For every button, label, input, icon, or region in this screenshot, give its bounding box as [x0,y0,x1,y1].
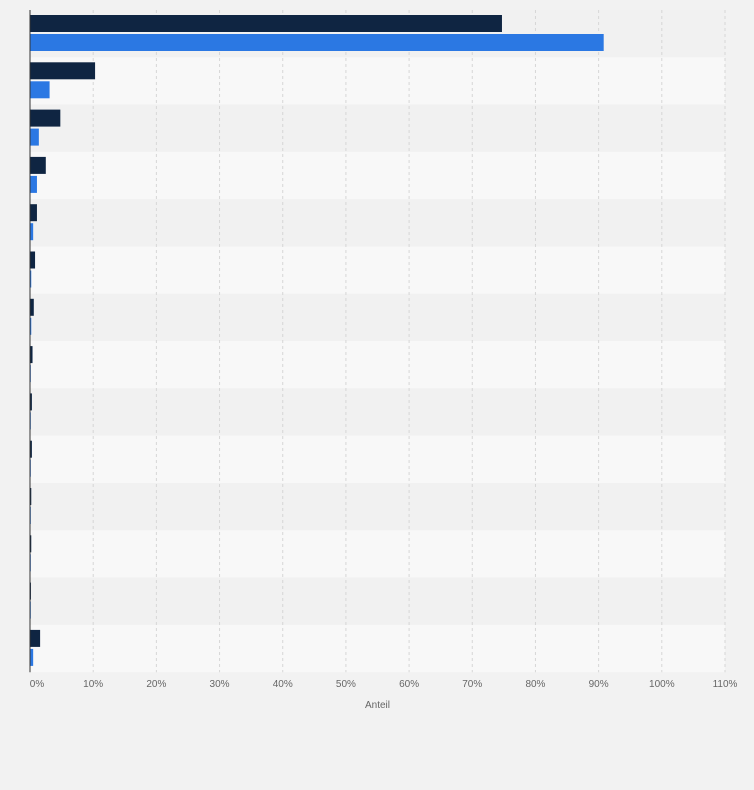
bar-series2-row2 [30,81,50,99]
x-tick-label-90: 90% [589,679,609,690]
x-tick-label-70: 70% [462,679,482,690]
row-band-2 [30,57,725,105]
bar-series2-row14 [30,648,34,666]
bar-series1-row1 [30,15,502,32]
bar-series2-row3 [30,128,39,146]
bar-series1-row10 [30,440,32,458]
bar-series2-row4 [30,175,37,193]
bar-series1-row7 [30,298,34,316]
bar-series1-row2 [30,62,96,80]
gridlines [92,10,726,673]
row-band-9 [30,388,725,436]
x-tick-label-20: 20% [146,679,166,690]
row-band-6 [30,246,725,294]
x-axis-label: Anteil [365,700,390,711]
bar-series2-row1 [30,34,604,51]
x-tick-label-60: 60% [399,679,419,690]
bar-series1-row14 [30,629,41,647]
bar-series1-row12 [30,535,32,553]
bar-series1-row8 [30,346,33,364]
x-tick-label-50: 50% [336,679,356,690]
bar-series1-row4 [30,156,46,174]
bar-series1-row6 [30,251,36,269]
row-band-13 [30,577,725,625]
row-bands [30,10,725,673]
x-tick-label-80: 80% [525,679,545,690]
bars [30,15,604,666]
row-band-11 [30,483,725,531]
row-band-3 [30,104,725,152]
bar-series1-row9 [30,393,32,411]
row-band-4 [30,151,725,200]
row-band-12 [30,530,725,578]
x-tick-label-110: 110% [713,679,738,690]
x-tick-label-30: 30% [210,679,230,690]
bar-series2-row5 [30,223,34,241]
bar-series1-row5 [30,204,37,222]
row-band-14 [30,624,725,673]
x-axis-ticks: 0% 10% 20% 30% 40% 50% 60% 70% 80% 90% 100% 110% [30,679,738,690]
row-band-8 [30,341,725,389]
bar-series2-row7 [30,317,32,335]
bar-series1-row3 [30,109,61,127]
x-tick-label-10: 10% [83,679,103,690]
x-tick-label-0: 0% [30,679,45,690]
bar-series1-row11 [30,488,32,505]
row-band-10 [30,435,725,483]
x-tick-label-100: 100% [649,679,675,690]
bar-series2-row6 [30,270,32,288]
x-tick-label-40: 40% [273,679,293,690]
row-band-5 [30,199,725,247]
row-band-7 [30,293,725,342]
